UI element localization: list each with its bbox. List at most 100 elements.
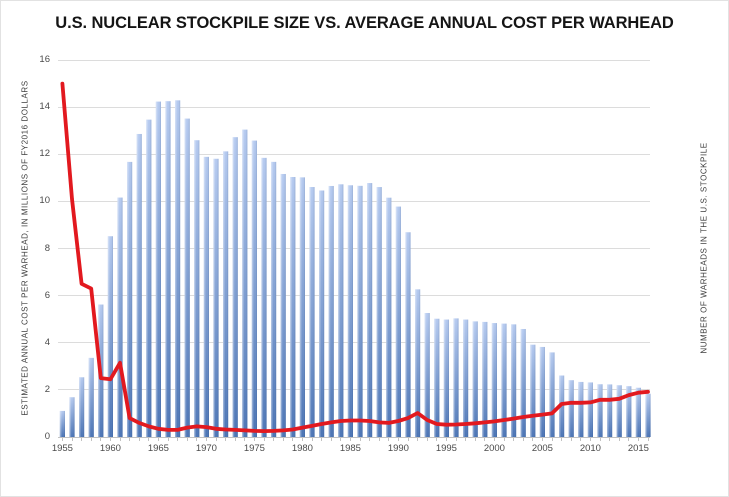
stockpile-bar-highlight [290, 177, 296, 437]
x-axis-minor-tick [503, 437, 505, 441]
x-axis-minor-tick [359, 437, 361, 441]
x-axis-tick-label: 2000 [483, 443, 505, 454]
cost-per-warhead-line [60, 81, 650, 434]
x-axis-tick-label: 1985 [339, 443, 361, 454]
x-axis-minor-tick [474, 437, 476, 441]
stockpile-bar-highlight [309, 187, 315, 437]
stockpile-bar-highlight [223, 151, 229, 437]
x-axis-minor-tick [637, 437, 639, 441]
x-axis-minor-tick [484, 437, 486, 441]
x-axis-minor-tick [340, 437, 342, 441]
x-axis-minor-tick [445, 437, 447, 441]
x-axis-minor-tick [455, 437, 457, 441]
stockpile-bar-highlight [165, 101, 171, 437]
gridline [58, 342, 650, 344]
x-axis-minor-tick [263, 437, 265, 441]
stockpile-bar-highlight [347, 185, 353, 437]
x-axis-minor-tick [561, 437, 563, 441]
stockpile-bar-highlight [146, 119, 152, 437]
x-axis-minor-tick [618, 437, 620, 441]
x-axis-minor-tick [186, 437, 188, 441]
x-axis-minor-tick [388, 437, 390, 441]
stockpile-bar-highlight [395, 206, 401, 437]
x-axis-minor-tick [215, 437, 217, 441]
stockpile-bar-highlight [453, 318, 459, 437]
stockpile-bar-highlight [463, 319, 469, 437]
x-axis-minor-tick [647, 437, 649, 441]
x-axis-minor-tick [609, 437, 611, 441]
x-axis-baseline [58, 436, 650, 438]
gridline [58, 389, 650, 391]
x-axis-tick-label: 1995 [435, 443, 457, 454]
stockpile-bar-highlight [136, 133, 142, 437]
chart-title: U.S. NUCLEAR STOCKPILE SIZE VS. AVERAGE … [55, 13, 674, 32]
x-axis-minor-tick [589, 437, 591, 441]
x-axis-tick-label: 1955 [51, 443, 73, 454]
x-axis-minor-tick [493, 437, 495, 441]
stockpile-bar-highlight [175, 100, 181, 437]
x-axis-minor-tick [244, 437, 246, 441]
x-axis-minor-tick [570, 437, 572, 441]
x-axis-minor-tick [177, 437, 179, 441]
stockpile-bar-highlight [645, 393, 651, 437]
gridline [58, 295, 650, 297]
x-axis-tick-label: 2015 [627, 443, 649, 454]
stockpile-bar-highlight [79, 377, 85, 437]
x-axis-tick-label: 1965 [147, 443, 169, 454]
stockpile-bar-highlight [319, 190, 325, 437]
x-axis-minor-tick [378, 437, 380, 441]
x-axis-minor-tick [522, 437, 524, 441]
stockpile-bar-highlight [472, 321, 478, 437]
x-axis-minor-tick [273, 437, 275, 441]
stockpile-bar-highlight [424, 313, 430, 437]
stockpile-bar-highlight [328, 185, 334, 437]
x-axis-minor-tick [129, 437, 131, 441]
x-axis-tick-label: 1990 [387, 443, 409, 454]
x-axis-minor-tick [407, 437, 409, 441]
left-axis-tick-label: 10 [39, 195, 50, 207]
stockpile-bar-highlight [405, 232, 411, 437]
x-axis-minor-tick [330, 437, 332, 441]
x-axis-tick-label: 1960 [99, 443, 121, 454]
stockpile-bar-highlight [520, 328, 526, 437]
x-axis-minor-tick [311, 437, 313, 441]
x-axis-minor-tick [417, 437, 419, 441]
left-axis-tick-label: 8 [44, 242, 50, 254]
x-axis-minor-tick [109, 437, 111, 441]
x-axis-minor-tick [426, 437, 428, 441]
stockpile-bar-highlight [203, 156, 209, 437]
gridline [58, 106, 650, 108]
x-axis-minor-tick [157, 437, 159, 441]
stockpile-bar-highlight [443, 319, 449, 437]
gridline [58, 200, 650, 202]
x-axis-minor-tick [90, 437, 92, 441]
stockpile-bar-highlight [357, 185, 363, 437]
x-axis-minor-tick [580, 437, 582, 441]
x-axis-minor-tick [465, 437, 467, 441]
stockpile-bar-highlight [127, 161, 133, 437]
stockpile-bar-highlight [511, 324, 517, 437]
x-axis-tick-label: 2005 [531, 443, 553, 454]
x-axis-tick-label: 1975 [243, 443, 265, 454]
left-axis-tick-label: 4 [44, 336, 50, 348]
x-axis-minor-tick [234, 437, 236, 441]
x-axis-minor-tick [513, 437, 515, 441]
x-axis-minor-tick [196, 437, 198, 441]
stockpile-bar-highlight [376, 187, 382, 437]
x-axis-minor-tick [532, 437, 534, 441]
x-axis-minor-tick [282, 437, 284, 441]
left-axis-tick-label: 2 [44, 383, 50, 395]
left-axis-tick-label: 6 [44, 289, 50, 301]
gridline [58, 153, 650, 155]
stockpile-bar-highlight [271, 161, 277, 437]
x-axis-minor-tick [301, 437, 303, 441]
gridline [58, 248, 650, 249]
stockpile-bar-highlight [597, 384, 603, 437]
stockpile-bar-highlight [434, 318, 440, 437]
x-axis-minor-tick [167, 437, 169, 441]
stockpile-bar-highlight [616, 385, 622, 437]
x-axis-minor-tick [119, 437, 121, 441]
stockpile-bar-highlight [568, 380, 574, 437]
stockpile-bar-highlight [69, 397, 75, 437]
